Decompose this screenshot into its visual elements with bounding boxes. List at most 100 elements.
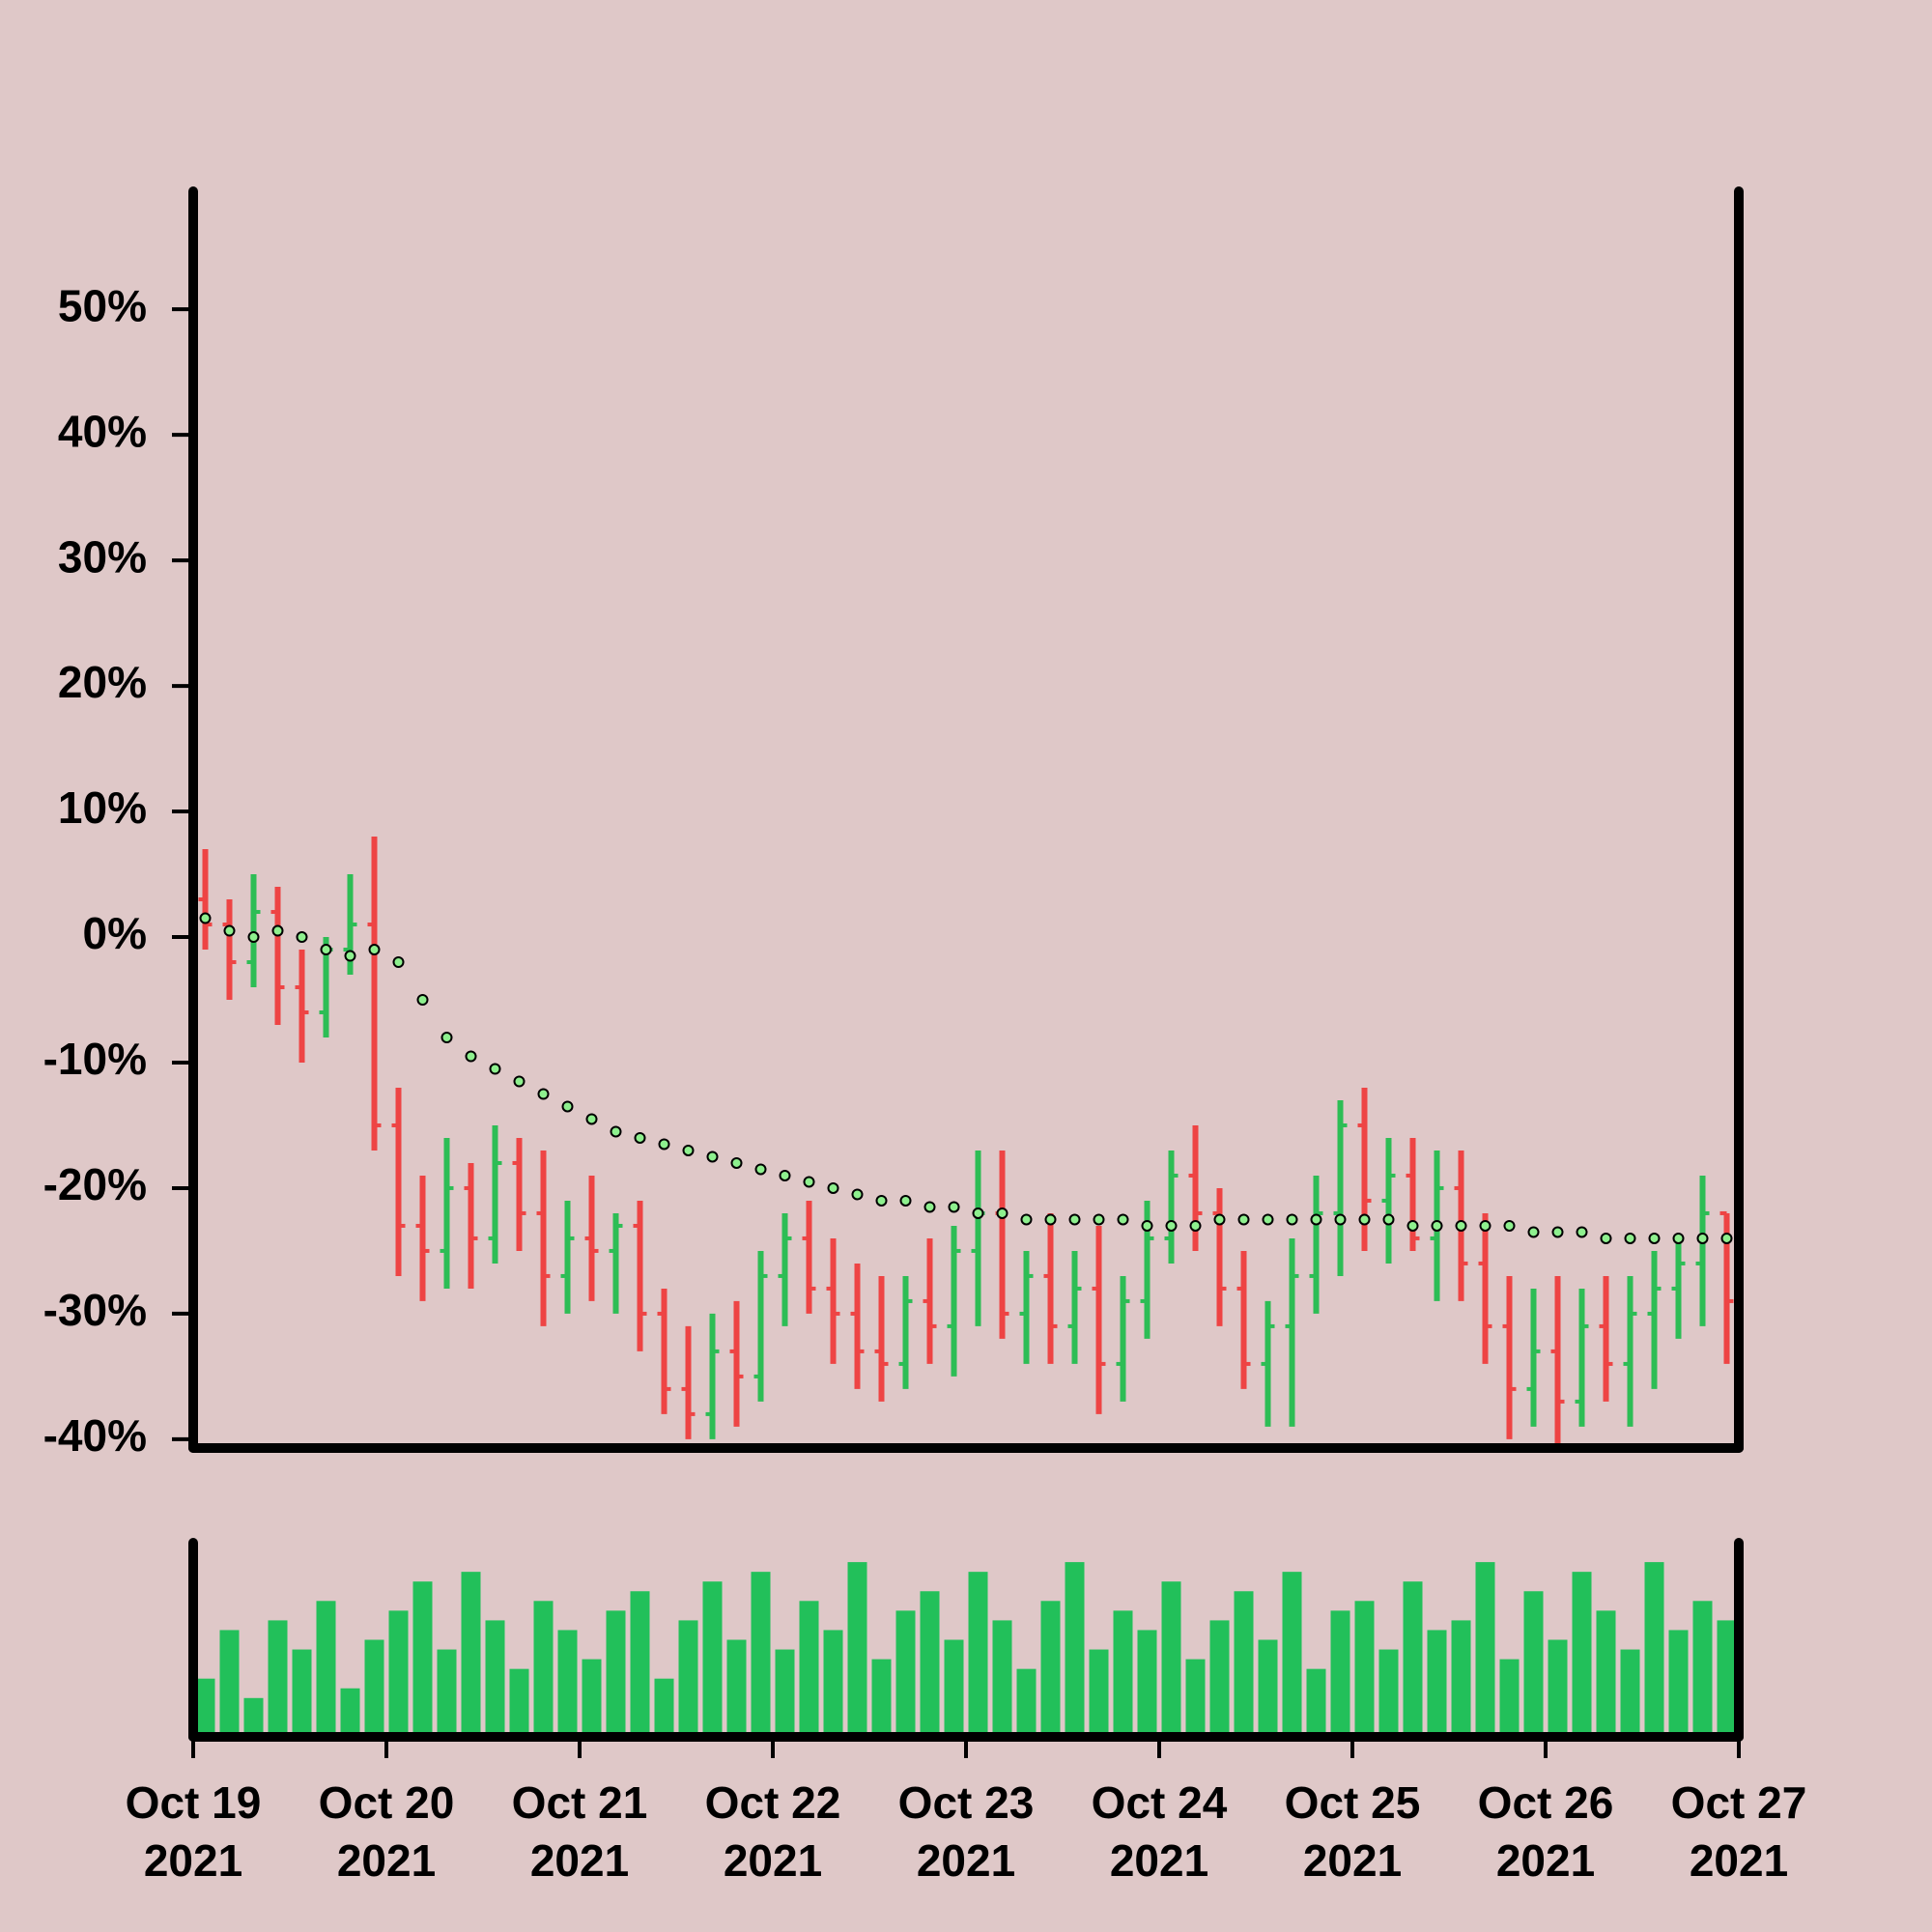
ma-point — [1503, 1219, 1516, 1232]
volume-bar — [1475, 1562, 1495, 1737]
ma-point — [392, 956, 405, 969]
y-tick-label: 40% — [58, 406, 147, 456]
volume-bar — [388, 1610, 409, 1737]
ma-point — [1286, 1213, 1298, 1226]
ma-point — [972, 1207, 984, 1219]
volume-bar — [533, 1601, 554, 1737]
ma-point — [1624, 1232, 1636, 1244]
volume-bar — [1016, 1668, 1037, 1737]
volume-bar — [1330, 1610, 1350, 1737]
volume-bar — [1040, 1601, 1061, 1737]
volume-bar — [678, 1620, 698, 1737]
volume-bar — [799, 1601, 819, 1737]
ma-point — [1262, 1213, 1274, 1226]
ma-point — [730, 1156, 743, 1169]
volume-bar — [1258, 1639, 1278, 1737]
ma-point — [465, 1050, 477, 1063]
volume-bar — [1113, 1610, 1133, 1737]
x-tick-label: Oct 24 2021 — [1091, 1777, 1228, 1886]
ma-point — [1479, 1219, 1492, 1232]
volume-bar — [1451, 1620, 1471, 1737]
volume-bar — [316, 1601, 336, 1737]
ma-point — [1672, 1232, 1685, 1244]
volume-bar — [630, 1591, 650, 1737]
x-tick-label: Oct 26 2021 — [1477, 1777, 1614, 1886]
volume-bar — [195, 1678, 215, 1737]
volume-bar — [1620, 1649, 1640, 1737]
ma-point — [948, 1201, 960, 1213]
volume-bar — [292, 1649, 312, 1737]
volume-bar — [1668, 1630, 1689, 1737]
ma-point — [610, 1125, 622, 1138]
ma-point — [658, 1138, 670, 1151]
volume-bar — [1596, 1610, 1616, 1737]
volume-bar — [751, 1572, 771, 1737]
y-tick-label: -10% — [43, 1034, 147, 1084]
volume-bar — [1234, 1591, 1254, 1737]
ma-point — [851, 1188, 864, 1201]
volume-bar — [437, 1649, 457, 1737]
ma-point — [1382, 1213, 1395, 1226]
volume-bar — [702, 1581, 723, 1737]
ma-point — [320, 944, 332, 956]
ma-point — [996, 1207, 1009, 1219]
ma-point — [247, 931, 260, 944]
ma-point — [1020, 1213, 1033, 1226]
x-tick-label: Oct 20 2021 — [318, 1777, 455, 1886]
volume-bar — [268, 1620, 288, 1737]
volume-bar — [726, 1639, 747, 1737]
volume-bar — [1523, 1591, 1544, 1737]
volume-bar — [1161, 1581, 1181, 1737]
ma-point — [199, 912, 212, 924]
volume-bar — [243, 1697, 264, 1737]
volume-bar — [1499, 1659, 1520, 1737]
volume-bar — [364, 1639, 384, 1737]
volume-bar — [1548, 1639, 1568, 1737]
ma-point — [1431, 1219, 1443, 1232]
volume-bar — [823, 1630, 843, 1737]
ma-point — [561, 1100, 574, 1113]
volume-bar — [1065, 1562, 1085, 1737]
ma-point — [1068, 1213, 1081, 1226]
ma-point — [803, 1176, 815, 1188]
x-tick-label: Oct 19 2021 — [125, 1777, 262, 1886]
volume-bar — [509, 1668, 529, 1737]
volume-bar — [1282, 1572, 1302, 1737]
x-tick-label: Oct 21 2021 — [511, 1777, 648, 1886]
ma-point — [923, 1201, 936, 1213]
ma-point — [513, 1075, 526, 1088]
ma-point — [271, 924, 284, 937]
ma-point — [1358, 1213, 1371, 1226]
y-tick-label: 50% — [58, 280, 147, 330]
volume-bar — [944, 1639, 964, 1737]
volume-bar — [582, 1659, 602, 1737]
volume-bar — [1692, 1601, 1713, 1737]
y-tick-label: -30% — [43, 1285, 147, 1335]
volume-bar — [340, 1688, 360, 1737]
ma-point — [1310, 1213, 1322, 1226]
volume-bar — [895, 1610, 916, 1737]
ma-point — [344, 950, 356, 962]
volume-bar — [847, 1562, 867, 1737]
volume-bar — [920, 1591, 940, 1737]
ma-point — [1576, 1226, 1588, 1238]
ma-point — [296, 931, 308, 944]
volume-bar — [992, 1620, 1012, 1737]
volume-bar — [1089, 1649, 1109, 1737]
volume-bar — [461, 1572, 481, 1737]
ma-point — [1117, 1213, 1129, 1226]
volume-bar — [1644, 1562, 1664, 1737]
ma-point — [416, 994, 429, 1007]
ma-point — [368, 944, 381, 956]
ma-point — [1720, 1232, 1733, 1244]
y-tick-label: -20% — [43, 1159, 147, 1209]
volume-bar — [968, 1572, 988, 1737]
ma-point — [1406, 1219, 1419, 1232]
y-tick-label: 20% — [58, 657, 147, 707]
y-tick-label: 0% — [83, 908, 147, 958]
ma-point — [1551, 1226, 1564, 1238]
x-tick-label: Oct 23 2021 — [897, 1777, 1035, 1886]
volume-bar — [1137, 1630, 1157, 1737]
volume-bar — [1354, 1601, 1375, 1737]
